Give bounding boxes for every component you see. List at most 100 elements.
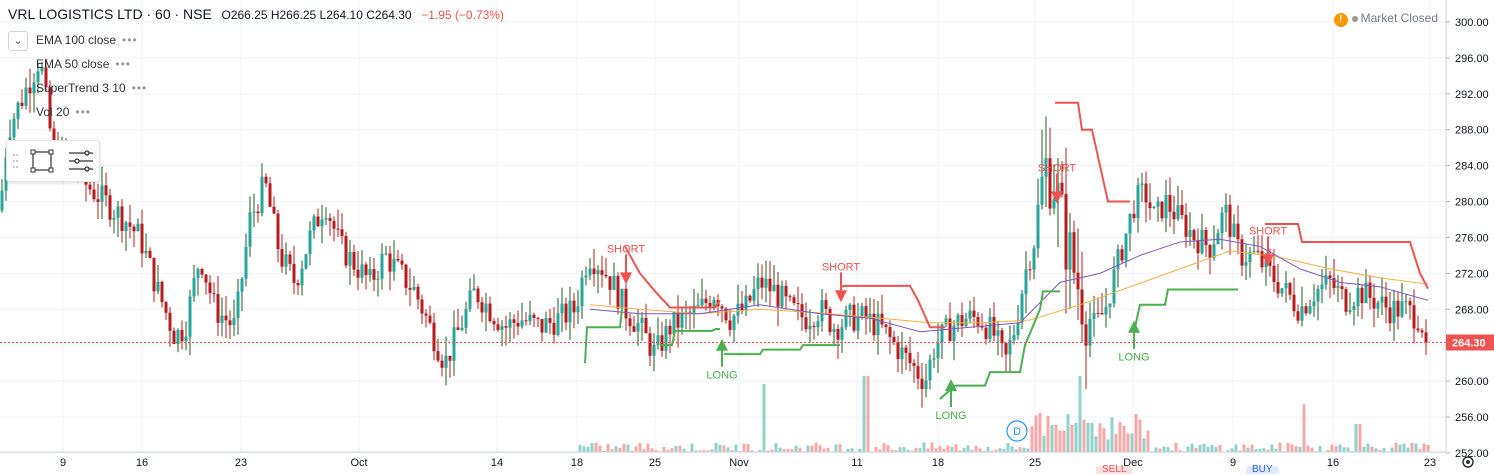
candle-body — [113, 218, 116, 220]
more-icon[interactable]: ••• — [115, 57, 131, 71]
candle-body — [497, 324, 500, 330]
candle-body — [245, 247, 248, 279]
volume-bar — [1219, 445, 1222, 452]
floating-toolbox[interactable] — [6, 140, 100, 182]
candle-body — [249, 212, 252, 246]
candle-body — [593, 269, 596, 274]
candle-body — [1041, 177, 1044, 205]
volume-bar — [595, 443, 598, 452]
candle-body — [701, 299, 704, 305]
volume-bar — [1243, 444, 1246, 452]
object-tree-icon[interactable] — [69, 151, 93, 171]
candle-body — [21, 103, 24, 106]
candle-body — [485, 304, 488, 313]
volume-bar — [1035, 415, 1038, 452]
candle-body — [101, 185, 104, 201]
volume-bar — [1263, 448, 1266, 452]
rectangle-icon[interactable] — [31, 150, 53, 172]
candle-body — [509, 319, 512, 327]
more-icon[interactable]: ••• — [122, 33, 138, 47]
volume-bar — [811, 446, 814, 452]
volume-bar — [1091, 423, 1094, 452]
candle-body — [1093, 313, 1096, 319]
candle-body — [149, 251, 152, 258]
candle-body — [133, 227, 136, 231]
candle-body — [1357, 288, 1360, 306]
more-icon[interactable]: ••• — [75, 105, 91, 119]
candle-body — [281, 249, 284, 267]
candle-body — [413, 287, 416, 290]
sell-button[interactable]: SELL — [1096, 466, 1132, 474]
candle-body — [25, 88, 28, 106]
volume-bar — [1095, 436, 1098, 452]
volume-bar — [795, 446, 798, 452]
volume-bar — [1111, 417, 1114, 452]
candle-body — [1229, 205, 1232, 237]
candle-body — [265, 177, 268, 184]
candle-body — [1033, 248, 1036, 269]
candle-body — [397, 259, 400, 261]
candle-body — [401, 261, 404, 265]
candle-body — [969, 311, 972, 319]
indicator-label: EMA 100 close — [36, 33, 116, 47]
candle-body — [1133, 214, 1136, 218]
volume-bar — [823, 449, 826, 452]
candle-body — [829, 309, 832, 332]
last-price-label: 264.30 — [1452, 337, 1486, 349]
supertrend-up-segment — [724, 345, 840, 354]
volume-bar — [1399, 445, 1402, 452]
volume-bar — [1391, 448, 1394, 452]
short-label: SHORT — [1249, 225, 1288, 237]
candle-body — [429, 316, 432, 323]
candle-body — [253, 212, 256, 213]
candle-body — [881, 314, 884, 325]
indicator-supertrend[interactable]: SuperTrend 3 10••• — [36, 81, 147, 95]
volume-bar — [1159, 449, 1162, 452]
volume-bar — [1059, 430, 1062, 452]
candle-body — [825, 300, 828, 309]
volume-bar — [1007, 443, 1010, 452]
candle-body — [565, 304, 568, 323]
short-arrow-icon — [835, 290, 847, 302]
candle-body — [293, 264, 296, 283]
dividend-label: D — [1013, 426, 1021, 438]
indicator-ema100[interactable]: EMA 100 close ••• — [36, 33, 138, 47]
x-tick-label: 23 — [235, 457, 247, 469]
indicator-ema50[interactable]: EMA 50 close••• — [36, 57, 131, 71]
volume-bar — [623, 444, 626, 452]
candle-body — [873, 314, 876, 336]
candle-body — [1409, 301, 1412, 305]
volume-bar — [779, 448, 782, 452]
supertrend-down-segment — [840, 286, 945, 327]
volume-bar — [1071, 425, 1074, 452]
volume-bar — [747, 444, 750, 452]
dividend-marker[interactable]: D — [1007, 421, 1027, 441]
candle-body — [1173, 212, 1176, 219]
candle-body — [93, 189, 96, 199]
candle-body — [1329, 275, 1332, 278]
volume-bar — [975, 446, 978, 452]
buy-button[interactable]: BUY — [1246, 466, 1279, 474]
candle-body — [185, 337, 188, 342]
volume-bar — [715, 443, 718, 452]
volume-bar — [651, 448, 654, 452]
candle-body — [505, 326, 508, 328]
x-tick-label: 16 — [1327, 457, 1339, 469]
collapse-legend-button[interactable]: ⌄ — [8, 31, 28, 51]
candle-body — [109, 195, 112, 219]
candle-body — [745, 296, 748, 311]
candle-body — [781, 286, 784, 307]
candle-body — [405, 265, 408, 288]
candle-body — [525, 320, 528, 321]
candle-body — [653, 345, 656, 356]
price-axis[interactable]: 300.00296.00292.00288.00284.00280.00276.… — [1446, 0, 1494, 460]
indicator-volume[interactable]: Vol 20••• — [36, 105, 91, 119]
candle-body — [481, 302, 484, 312]
candle-body — [357, 270, 360, 278]
market-status[interactable]: !Market Closed — [1334, 11, 1438, 27]
symbol-title[interactable]: VRL LOGISTICS LTD · 60 · NSE — [8, 6, 212, 22]
volume-bar — [583, 447, 586, 452]
volume-bar — [1127, 434, 1130, 452]
more-icon[interactable]: ••• — [132, 81, 148, 95]
